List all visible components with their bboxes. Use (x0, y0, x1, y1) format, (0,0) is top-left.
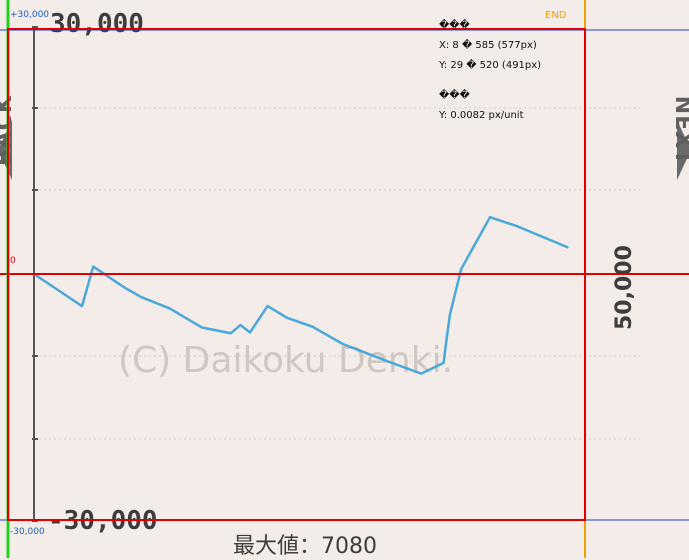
next-arrow-icon[interactable] (677, 120, 689, 180)
bottom-ref-label: -30,000 (10, 527, 45, 537)
zero-ref-label: 0 (10, 256, 16, 266)
measure-title: ��� (439, 20, 470, 31)
scale-y-label: Y: 0.0082 px/unit (439, 110, 524, 121)
line-layer (33, 215, 569, 375)
top-ref-label: +30,000 (10, 10, 50, 20)
measure-y-label: Y: 29 � 520 (491px) (439, 60, 542, 71)
max-value-label: 最大値：7080 (233, 534, 377, 559)
watermark: (C) Daikoku Denki. (118, 340, 454, 381)
top-scale-label: 30,000 (50, 9, 144, 39)
end-label: END (545, 10, 567, 21)
data-series-line (33, 215, 569, 375)
measure-x-label: X: 8 � 585 (577px) (439, 40, 537, 51)
measure-rect (7, 28, 586, 521)
scale-title: ��� (439, 90, 470, 101)
grid-layer (34, 107, 640, 440)
